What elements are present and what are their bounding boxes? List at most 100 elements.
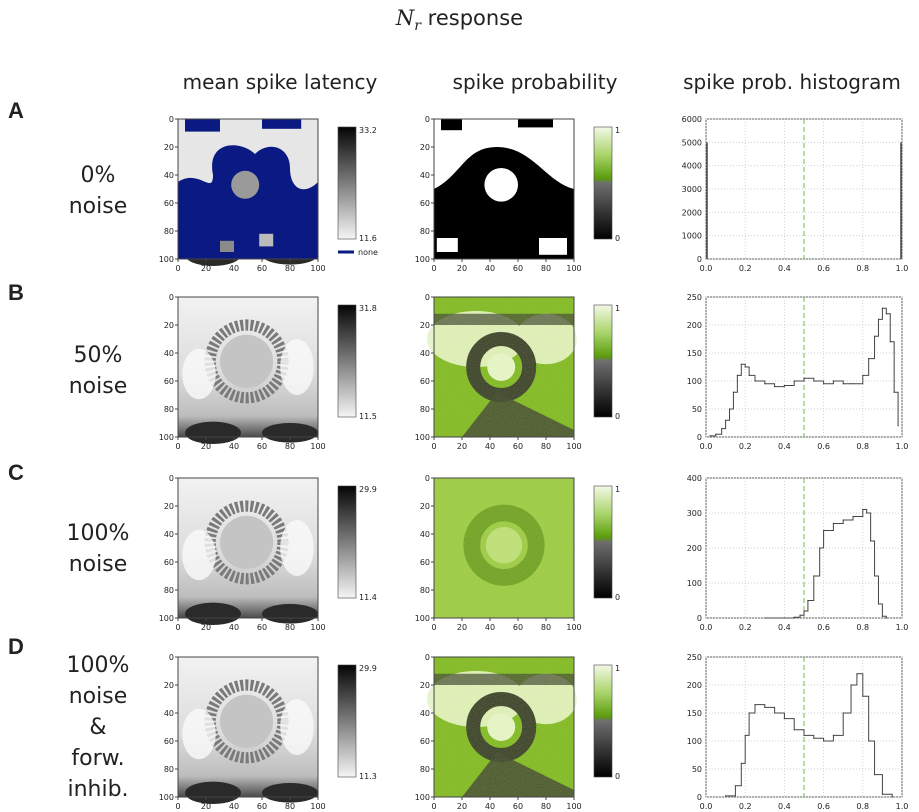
y-tick-label: 2000 (682, 208, 702, 217)
probability-one-region (539, 238, 567, 255)
y-tick-label: 60 (420, 199, 430, 208)
probability-zero-region (441, 119, 462, 131)
histogram-point (793, 380, 795, 382)
histogram-point (748, 712, 750, 714)
latency-patch (220, 240, 234, 252)
histogram-point (868, 740, 870, 742)
histogram-point (807, 599, 809, 602)
y-tick-label: 250 (687, 653, 702, 662)
title-text: response (421, 6, 524, 30)
y-tick-label: 40 (164, 709, 174, 718)
histogram-point (793, 616, 795, 618)
y-tick-label: 40 (420, 171, 430, 180)
y-tick-label: 40 (164, 530, 174, 539)
probability-colorbar-max-label: 1 (615, 485, 620, 494)
histogram-point (740, 762, 742, 765)
x-tick-label: 0.0 (700, 802, 713, 811)
y-tick-label: 50 (692, 765, 702, 774)
map-frame (177, 118, 319, 260)
row-label-c: C (8, 460, 24, 485)
histogram-chart: 0.0 0.2 0.4 0.6 0.8 1.0 0 50 100 150 200 250 (687, 293, 909, 451)
latency-colorbar-max-label: 33.2 (359, 126, 377, 135)
histogram-point (819, 547, 821, 549)
y-tick-label: 0 (425, 474, 430, 483)
noise-label-line: forw. (71, 746, 125, 771)
x-tick-label: 40 (485, 264, 495, 273)
latency-colorbar: 29.9 11.3 (337, 664, 377, 781)
latency-colorbar-min-label: 11.3 (359, 772, 377, 781)
x-tick-label: 0 (175, 623, 180, 632)
probability-colorbar-gradient (593, 126, 613, 240)
x-tick-label: 60 (513, 802, 523, 811)
x-tick-label: 0.2 (739, 623, 752, 632)
histogram-point (799, 614, 801, 616)
y-tick-label: 40 (420, 530, 430, 539)
row-label-a: A (8, 98, 24, 123)
probability-zero-region (518, 119, 553, 128)
x-tick-label: 0 (175, 442, 180, 451)
x-tick-label: 1.0 (896, 802, 909, 811)
histogram-point (870, 540, 872, 542)
noise-label-line: inhib. (67, 777, 129, 802)
panel-group: 00202040406060808010010033.211.6none0020… (159, 115, 909, 811)
histogram-point (885, 617, 887, 619)
y-tick-label: 80 (164, 227, 174, 236)
x-tick-label: 80 (285, 802, 295, 811)
probability-noise (434, 657, 574, 797)
latency-bright-region (280, 520, 314, 576)
x-tick-label: 1.0 (896, 623, 909, 632)
latency-bright-region (280, 699, 314, 755)
histogram-point (783, 718, 786, 720)
y-tick-label: 40 (164, 349, 174, 358)
x-tick-label: 0.0 (700, 264, 713, 273)
histogram-point (842, 712, 844, 714)
noise-label-line: noise (68, 552, 128, 577)
histogram-point (881, 793, 884, 795)
y-tick-label: 200 (687, 321, 702, 330)
probability-colorbar-min-label: 0 (615, 412, 620, 421)
noise-label-line: noise (68, 194, 128, 219)
y-tick-label: 3000 (682, 185, 702, 194)
probability-colorbar-min-label: 0 (615, 234, 620, 243)
y-tick-label: 20 (164, 502, 174, 511)
y-tick-label: 300 (687, 509, 702, 518)
y-tick-label: 80 (420, 227, 430, 236)
latency-dark-region (185, 421, 241, 444)
histogram-point (832, 380, 835, 382)
y-tick-label: 20 (164, 321, 174, 330)
x-tick-label: 80 (285, 264, 295, 273)
latency-colorbar-min-label: 11.4 (359, 593, 377, 602)
x-tick-label: 40 (485, 623, 495, 632)
y-tick-label: 400 (687, 474, 702, 483)
histogram-chart: 0.0 0.2 0.4 0.6 0.8 1.0 0 1000 2000 3000 4000 5000 6… (682, 115, 909, 273)
probability-colorbar-max-label: 1 (615, 304, 620, 313)
histogram-point (862, 374, 864, 376)
map-frame (177, 477, 319, 619)
x-tick-label: 0 (431, 623, 436, 632)
x-tick-label: 100 (566, 264, 581, 273)
map-frame (433, 296, 575, 438)
y-tick-label: 100 (415, 433, 430, 442)
x-tick-label: 0 (175, 802, 180, 811)
latency-map (178, 478, 318, 625)
column-header-latency: mean spike latency (182, 70, 378, 94)
probability-colorbar-max-label: 1 (615, 664, 620, 673)
x-tick-label: 0.0 (700, 623, 713, 632)
figure-title: Nr response (0, 6, 919, 34)
x-tick-label: 40 (229, 442, 239, 451)
y-tick-label: 100 (415, 614, 430, 623)
map-frame (177, 296, 319, 438)
y-tick-label: 0 (697, 793, 702, 802)
histogram-point (850, 684, 852, 686)
histogram-point (877, 318, 880, 320)
latency-none-region (178, 145, 318, 259)
histogram-point (893, 391, 895, 393)
y-tick-label: 250 (687, 293, 702, 302)
x-tick-label: 100 (566, 623, 581, 632)
histogram-point (885, 313, 887, 315)
noise-label-c: 100% noise (38, 518, 158, 580)
x-tick-label: 80 (541, 802, 551, 811)
y-tick-label: 80 (420, 765, 430, 774)
y-tick-label: 60 (420, 377, 430, 386)
